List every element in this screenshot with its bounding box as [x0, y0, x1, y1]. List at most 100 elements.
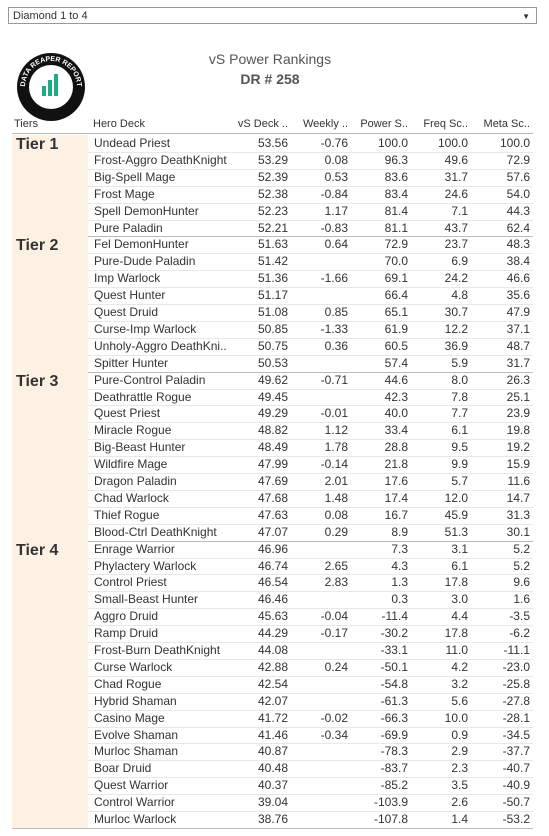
column-header: Power S..: [360, 118, 408, 130]
row-line: [88, 675, 533, 677]
value-cell: 37.1: [506, 321, 530, 336]
deck-name: Dragon Paladin: [94, 474, 177, 488]
value-cell: 48.3: [506, 237, 530, 252]
row-line: [88, 777, 533, 779]
value-cell: 61.9: [384, 321, 408, 336]
tier-line: [12, 540, 533, 542]
title: vS Power Rankings: [208, 51, 332, 67]
deck-name: Murloc Warlock: [94, 812, 177, 826]
value-cell: 48.7: [506, 338, 530, 353]
value-cell: -0.84: [320, 186, 348, 201]
deck-name: Wildfire Mage: [94, 457, 168, 472]
value-cell: 51.08: [257, 305, 288, 319]
value-cell: -28.1: [502, 710, 530, 725]
deck-name: Hybrid Shaman: [94, 693, 177, 708]
deck-name: Curse Warlock: [94, 659, 173, 674]
value-cell: 24.6: [444, 186, 468, 201]
row-line: [88, 219, 533, 221]
value-cell: 1.4: [451, 812, 468, 826]
value-cell: 7.7: [451, 406, 468, 421]
column-header: Meta Sc..: [483, 118, 530, 130]
value-cell: 9.6: [513, 575, 530, 590]
value-cell: 0.08: [324, 507, 348, 522]
value-cell: 81.4: [384, 203, 408, 218]
value-cell: 41.46: [257, 727, 288, 742]
value-cell: 49.62: [257, 372, 288, 387]
value-cell: 17.8: [444, 575, 468, 590]
deck-name: Control Warrior: [94, 795, 175, 810]
value-cell: 51.63: [257, 237, 288, 252]
value-cell: -1.66: [320, 271, 348, 286]
value-cell: 2.65: [324, 558, 348, 573]
filter-dropdown[interactable]: Diamond 1 to 4 ▼: [8, 7, 537, 24]
value-cell: -83.7: [380, 761, 408, 776]
value-cell: -50.1: [380, 659, 408, 674]
deck-name: Quest Warrior: [94, 778, 169, 793]
value-cell: 81.1: [384, 220, 408, 235]
value-cell: 52.39: [257, 169, 288, 184]
value-cell: 69.1: [384, 271, 408, 286]
deck-name: Pure-Dude Paladin: [94, 254, 196, 269]
value-cell: -30.2: [380, 626, 408, 641]
deck-name: Boar Druid: [94, 761, 152, 776]
value-cell: -11.4: [381, 609, 408, 624]
column-header: Hero Deck: [93, 118, 145, 130]
logo-bar: [54, 74, 58, 96]
value-cell: 52.23: [257, 203, 288, 218]
value-cell: 0.53: [324, 169, 348, 184]
value-cell: 4.8: [451, 288, 468, 303]
value-cell: 66.4: [384, 288, 408, 303]
value-cell: 5.9: [451, 355, 468, 370]
row-line: [88, 625, 533, 627]
value-cell: 30.1: [506, 524, 530, 539]
value-cell: 40.87: [257, 744, 288, 759]
value-cell: 17.6: [384, 474, 408, 488]
column-header: Freq Sc..: [423, 118, 468, 130]
value-cell: 9.9: [451, 457, 468, 472]
value-cell: 21.8: [384, 457, 408, 472]
value-cell: 42.54: [257, 676, 288, 691]
value-cell: 5.2: [513, 541, 530, 556]
value-cell: 52.21: [257, 220, 288, 235]
value-cell: 40.0: [384, 406, 408, 421]
value-cell: 43.7: [444, 220, 468, 235]
value-cell: 65.1: [384, 305, 408, 319]
value-cell: 47.07: [257, 524, 288, 539]
deck-name: Quest Hunter: [94, 288, 166, 303]
value-cell: -54.8: [380, 676, 408, 691]
deck-name: Spitter Hunter: [94, 355, 169, 370]
row-line: [88, 557, 533, 559]
value-cell: 31.3: [506, 507, 530, 522]
value-cell: 28.8: [384, 440, 408, 455]
value-cell: 72.9: [384, 237, 408, 252]
tier-label: Tier 1: [12, 135, 88, 237]
value-cell: 49.45: [257, 389, 288, 404]
deck-name: Enrage Warrior: [94, 541, 175, 556]
value-cell: -0.76: [320, 136, 348, 150]
deck-name: Small-Beast Hunter: [94, 592, 199, 607]
row-line: [88, 202, 533, 204]
value-cell: -78.3: [380, 744, 408, 759]
value-cell: -37.7: [502, 744, 530, 759]
value-cell: 54.0: [506, 186, 530, 201]
value-cell: -34.5: [502, 727, 530, 742]
deck-name: Big-Spell Mage: [94, 169, 176, 184]
value-cell: -0.83: [320, 220, 348, 235]
value-cell: -0.14: [320, 457, 348, 472]
value-cell: -0.02: [320, 710, 348, 725]
value-cell: 83.4: [384, 186, 408, 201]
value-cell: 25.1: [506, 389, 530, 404]
deck-name: Phylactery Warlock: [94, 558, 197, 573]
value-cell: 14.7: [506, 490, 530, 505]
value-cell: 17.8: [444, 626, 468, 641]
logo-bar: [42, 86, 46, 96]
value-cell: 19.2: [506, 440, 530, 455]
value-cell: 12.0: [444, 490, 468, 505]
value-cell: -66.3: [380, 710, 408, 725]
value-cell: 72.9: [506, 152, 530, 167]
value-cell: 2.3: [451, 761, 468, 776]
value-cell: 0.9: [451, 727, 468, 742]
deck-name: Murloc Shaman: [94, 744, 179, 759]
value-cell: -50.7: [502, 795, 530, 810]
